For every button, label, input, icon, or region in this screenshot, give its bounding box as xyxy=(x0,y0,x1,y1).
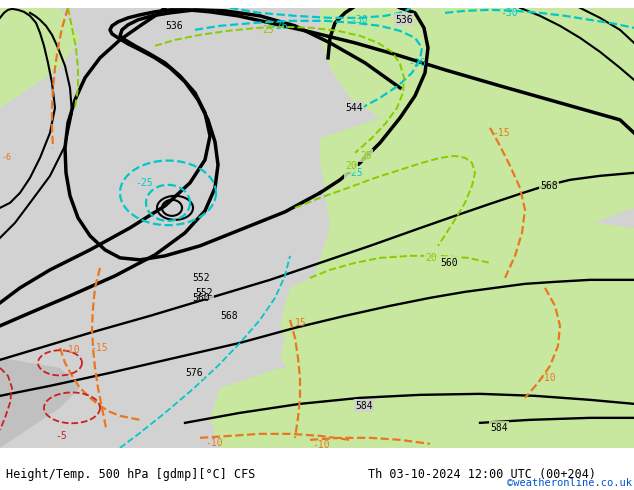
Text: 20: 20 xyxy=(345,161,357,171)
Text: 568: 568 xyxy=(540,181,558,191)
Text: 25: 25 xyxy=(262,25,274,35)
Text: 560: 560 xyxy=(440,258,458,268)
Polygon shape xyxy=(280,118,634,448)
Text: 576: 576 xyxy=(185,368,203,378)
Text: -10: -10 xyxy=(205,438,223,448)
Text: 15: 15 xyxy=(295,318,307,328)
Text: ©weatheronline.co.uk: ©weatheronline.co.uk xyxy=(507,478,632,488)
Text: 544: 544 xyxy=(345,103,363,113)
Text: -5: -5 xyxy=(55,431,67,441)
Polygon shape xyxy=(280,278,340,358)
Polygon shape xyxy=(350,398,520,448)
Text: Height/Temp. 500 hPa [gdmp][°C] CFS: Height/Temp. 500 hPa [gdmp][°C] CFS xyxy=(6,468,256,481)
Text: 25: 25 xyxy=(360,151,372,161)
Polygon shape xyxy=(320,8,634,228)
Text: -10: -10 xyxy=(62,345,80,355)
Text: 584: 584 xyxy=(490,423,508,433)
Text: 536: 536 xyxy=(165,21,183,31)
Text: Th 03-10-2024 12:00 UTC (00+204): Th 03-10-2024 12:00 UTC (00+204) xyxy=(368,468,596,481)
Text: 552: 552 xyxy=(192,273,210,283)
Text: -30: -30 xyxy=(500,8,517,18)
Text: -10: -10 xyxy=(312,440,330,450)
Text: -25: -25 xyxy=(345,168,363,178)
Polygon shape xyxy=(570,388,634,448)
Text: -25: -25 xyxy=(135,178,153,188)
Text: 568: 568 xyxy=(220,311,238,321)
Text: -6: -6 xyxy=(2,153,12,162)
Text: 20: 20 xyxy=(425,253,437,263)
Text: -26: -26 xyxy=(270,21,288,31)
Text: 584: 584 xyxy=(355,401,373,411)
Polygon shape xyxy=(0,8,80,108)
Text: -26: -26 xyxy=(408,58,425,68)
Text: -10: -10 xyxy=(538,373,555,383)
Text: -30: -30 xyxy=(350,15,368,25)
Polygon shape xyxy=(210,368,520,448)
Text: -15: -15 xyxy=(492,128,510,138)
Polygon shape xyxy=(0,358,80,448)
Text: -15: -15 xyxy=(90,343,108,353)
Text: 552: 552 xyxy=(195,288,212,298)
Text: 560: 560 xyxy=(192,293,210,303)
Text: 536: 536 xyxy=(395,15,413,25)
